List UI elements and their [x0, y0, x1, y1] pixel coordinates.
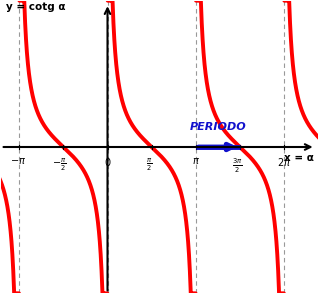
- Text: $0$: $0$: [104, 156, 111, 168]
- Text: $-\frac{\pi}{2}$: $-\frac{\pi}{2}$: [52, 156, 66, 173]
- Text: $\frac{\pi}{2}$: $\frac{\pi}{2}$: [146, 156, 152, 173]
- Text: PERIODO: PERIODO: [189, 122, 246, 132]
- Text: y = cotg α: y = cotg α: [6, 2, 66, 12]
- Text: $\frac{3\pi}{2}$: $\frac{3\pi}{2}$: [232, 156, 242, 175]
- Text: $\pi$: $\pi$: [192, 156, 200, 166]
- Text: $-\pi$: $-\pi$: [10, 156, 26, 166]
- Text: $2\pi$: $2\pi$: [277, 156, 291, 168]
- Text: x = α: x = α: [284, 153, 314, 163]
